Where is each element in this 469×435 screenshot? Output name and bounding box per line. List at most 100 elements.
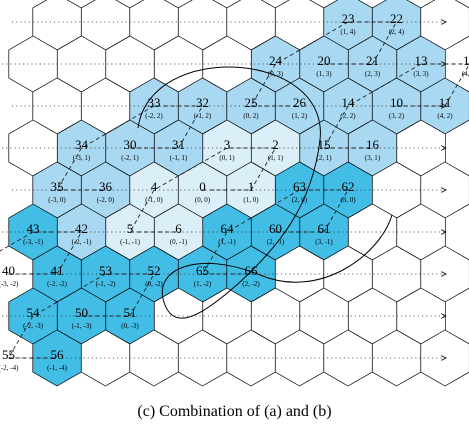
cell-coord-label: (-2, -4) xyxy=(0,364,19,372)
cell-coord-label: (0, -3) xyxy=(121,322,139,330)
cell-coord-label: (-1, -3) xyxy=(72,322,92,330)
cell-id-label: 30 xyxy=(124,137,137,152)
cell-labels-layer: 23(1, 4)22(2, 4)24(0, 3)20(1, 3)21(2, 3)… xyxy=(0,11,469,372)
cell-coord-label: (0, 0) xyxy=(195,196,211,204)
cell-id-label: 52 xyxy=(148,263,161,278)
cell-coord-label: (3, 3) xyxy=(413,70,429,78)
cell-id-label: 64 xyxy=(221,221,235,236)
cell-coord-label: (-2, 2) xyxy=(145,112,163,120)
cell-id-label: 6 xyxy=(175,221,182,236)
cell-id-label: 60 xyxy=(269,221,282,236)
cell-coord-label: (-2, 1) xyxy=(121,154,139,162)
cell-sequence-link xyxy=(250,147,276,191)
cell-coord-label: (-3, -2) xyxy=(0,280,19,288)
cell-id-label: 31 xyxy=(172,137,185,152)
cell-coord-label: (4, 3) xyxy=(462,70,469,78)
cell-id-label: 13 xyxy=(415,53,428,68)
cell-coord-label: (3, 0) xyxy=(340,196,356,204)
cell-sequence-link xyxy=(347,63,422,107)
cell-id-label: 34 xyxy=(75,137,89,152)
cell-sequence-link xyxy=(202,231,228,275)
cell-coord-label: (1, 1) xyxy=(268,154,284,162)
cell-coord-label: (3, -1) xyxy=(315,238,333,246)
trajectory-curve-layer xyxy=(137,66,393,319)
cell-id-label: 36 xyxy=(99,179,113,194)
cell-coord-label: (2, 0) xyxy=(292,196,308,204)
cell-id-label: 0 xyxy=(199,179,206,194)
cell-id-label: 62 xyxy=(342,179,355,194)
hex-grid-svg: 23(1, 4)22(2, 4)24(0, 3)20(1, 3)21(2, 3)… xyxy=(0,0,469,387)
cell-coord-label: (-2, -3) xyxy=(23,322,43,330)
cell-coord-label: (0, -1) xyxy=(170,238,188,246)
cell-coord-label: (0, -2) xyxy=(145,280,163,288)
cell-coord-label: (4, 2) xyxy=(437,112,453,120)
cell-sequence-link xyxy=(8,315,34,359)
cell-id-label: 33 xyxy=(148,95,161,110)
cell-id-label: 40 xyxy=(2,263,15,278)
cell-id-label: 21 xyxy=(366,53,379,68)
cell-coord-label: (0, 1) xyxy=(219,154,235,162)
cell-id-label: 2 xyxy=(272,137,279,152)
cell-coord-label: (-2, -2) xyxy=(47,280,67,288)
cell-sequence-link xyxy=(129,189,155,233)
cell-coord-label: (-2, 0) xyxy=(97,196,115,204)
cell-id-label: 66 xyxy=(245,263,259,278)
cell-id-label: 4 xyxy=(151,179,158,194)
cell-sequence-link xyxy=(372,21,397,65)
cell-coord-label: (1, 4) xyxy=(340,28,356,36)
cell-id-label: 14 xyxy=(342,95,356,110)
cell-sequence-link xyxy=(250,63,276,107)
cell-id-label: 5 xyxy=(127,221,134,236)
cell-coord-label: (-1, 2) xyxy=(194,112,212,120)
cell-coord-label: (-1, -1) xyxy=(120,238,140,246)
cell-id-label: 24 xyxy=(269,53,283,68)
cell-coord-label: (2, 2) xyxy=(340,112,356,120)
cell-id-label: 10 xyxy=(390,95,403,110)
cell-sequence-link xyxy=(153,147,228,191)
cell-id-label: 11 xyxy=(439,95,452,110)
cell-coord-label: (1, 0) xyxy=(243,196,259,204)
cell-coord-label: (3, 1) xyxy=(365,154,381,162)
cell-coord-label: (-3, 0) xyxy=(48,196,66,204)
cell-coord-label: (-2, -1) xyxy=(72,238,92,246)
cell-coord-label: (1, -2) xyxy=(194,280,212,288)
cell-coord-label: (0, 3) xyxy=(268,70,284,78)
cell-coord-label: (-1, 1) xyxy=(170,154,188,162)
cell-id-label: 35 xyxy=(51,179,64,194)
cell-id-label: 3 xyxy=(224,137,231,152)
cell-id-label: 55 xyxy=(2,347,15,362)
cell-id-label: 63 xyxy=(293,179,306,194)
cell-id-label: 22 xyxy=(390,11,403,26)
cell-id-label: 20 xyxy=(318,53,331,68)
cell-coord-label: (2, -2) xyxy=(242,280,260,288)
cell-id-label: 41 xyxy=(51,263,64,278)
trajectory-curve xyxy=(137,66,393,319)
cell-coord-label: (-1, -4) xyxy=(47,364,67,372)
cell-id-label: 65 xyxy=(196,263,209,278)
cell-sequence-link xyxy=(323,105,349,149)
cell-coord-label: (3, 2) xyxy=(389,112,405,120)
cell-id-label: 26 xyxy=(293,95,307,110)
cell-sequence-link xyxy=(178,105,203,149)
cell-id-label: 1 xyxy=(248,179,255,194)
cell-sequence-link xyxy=(129,273,155,317)
cell-id-label: 50 xyxy=(75,305,88,320)
cell-coord-label: (-1, 0) xyxy=(145,196,163,204)
dashed-path-layer xyxy=(0,21,469,359)
cell-coord-label: (1, -1) xyxy=(218,238,236,246)
cell-id-label: 25 xyxy=(245,95,258,110)
cell-coord-label: (1, 2) xyxy=(292,112,308,120)
cell-coord-label: (2, 3) xyxy=(365,70,381,78)
cell-id-label: 15 xyxy=(318,137,331,152)
cell-coord-label: (2, -1) xyxy=(267,238,285,246)
cell-coord-label: (0, 2) xyxy=(243,112,259,120)
cell-sequence-link xyxy=(0,231,34,252)
cell-sequence-link xyxy=(56,147,82,191)
cell-coord-label: (1, 3) xyxy=(316,70,332,78)
figure-caption: (c) Combination of (a) and (b) xyxy=(137,403,332,420)
hex-grid-figure: 23 (1, 4) 22 (2, 4) 24 (0, 3) 20 (1, 3) 21 (2, 3)… xyxy=(0,0,469,387)
cell-coord-label: (-1, -2) xyxy=(96,280,116,288)
cell-id-label: 43 xyxy=(27,221,40,236)
cell-id-label: 12 xyxy=(463,53,469,68)
cell-coord-label: (2, 1) xyxy=(316,154,332,162)
